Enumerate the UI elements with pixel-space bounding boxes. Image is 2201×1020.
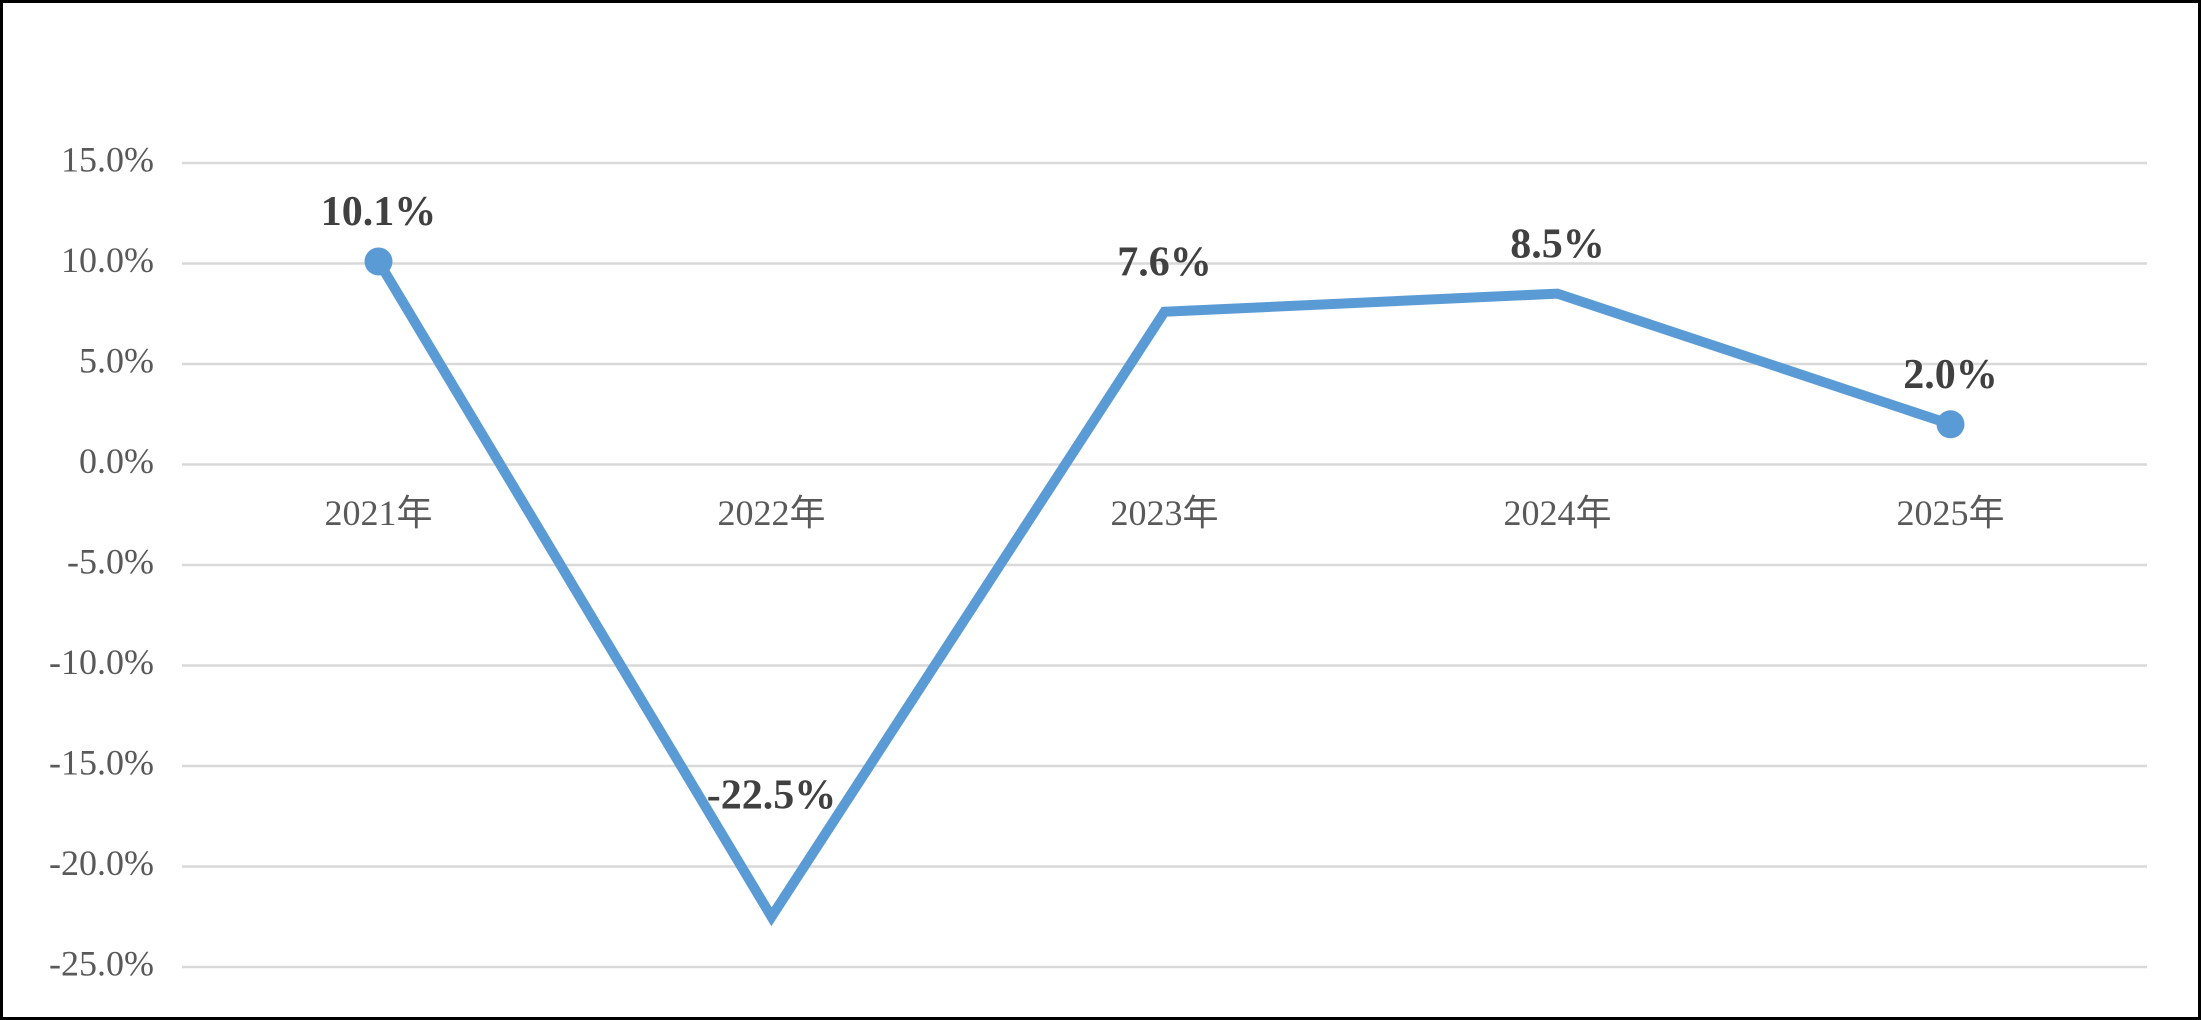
y-tick-label: 0.0% (79, 441, 154, 481)
x-tick-label: 2023年 (1110, 493, 1218, 533)
y-tick-label: 10.0% (61, 240, 154, 280)
data-point (364, 247, 393, 276)
y-tick-label: -25.0% (49, 943, 154, 983)
data-label: -22.5% (707, 772, 837, 818)
data-label: 7.6% (1117, 239, 1212, 285)
x-tick-label: 2025年 (1896, 493, 2004, 533)
y-tick-label: -10.0% (49, 642, 154, 682)
data-label: 2.0% (1903, 352, 1998, 398)
y-tick-label: -15.0% (49, 742, 154, 782)
data-line (374, 258, 1953, 927)
data-label: 10.1% (321, 189, 437, 235)
data-label: 8.5% (1510, 221, 1605, 267)
x-tick-label: 2022年 (717, 493, 825, 533)
y-tick-label: -20.0% (49, 843, 154, 883)
x-tick-label: 2021年 (324, 493, 432, 533)
y-tick-label: 5.0% (79, 340, 154, 380)
x-tick-label: 2024年 (1503, 493, 1611, 533)
data-point (1936, 410, 1965, 439)
plot: 10.1% -22.5% 7.6% 8.5% 2.0% (321, 189, 1998, 927)
y-tick-label: 15.0% (61, 139, 154, 179)
grid: 15.0% 10.0% 5.0% 0.0% -5.0% -10.0% -15.0% -20.0… (49, 139, 2147, 983)
y-tick-label: -5.0% (67, 541, 154, 581)
